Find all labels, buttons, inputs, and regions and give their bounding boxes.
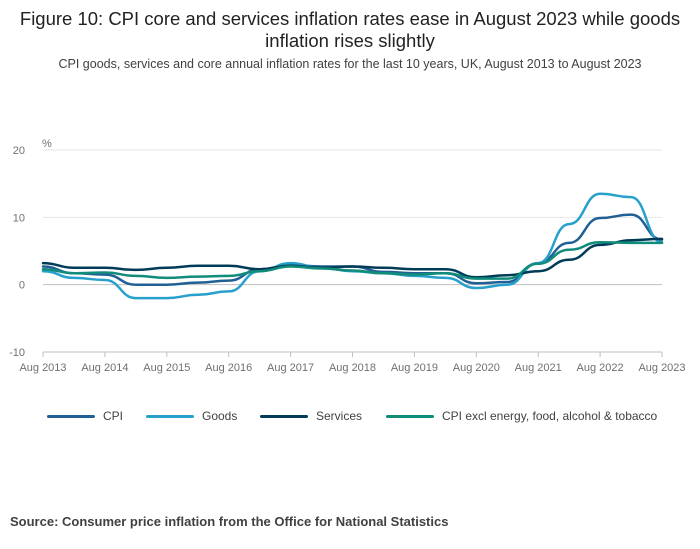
legend-swatch-goods (146, 415, 194, 418)
x-tick-label-7: Aug 2020 (453, 362, 500, 374)
series-line-core (41, 240, 664, 280)
y-axis: 20 10 0 -10 (9, 145, 25, 359)
series-line-goods (41, 192, 664, 300)
chart-subtitle: CPI goods, services and core annual infl… (58, 57, 642, 71)
y-tick-label-3: -10 (9, 347, 25, 359)
series-line-services (41, 237, 664, 279)
legend: CPI Goods Services CPI excl energy, food… (0, 408, 700, 426)
legend-label-goods: Goods (202, 409, 238, 423)
y-tick-label-1: 10 (13, 212, 25, 224)
x-tick-label-9: Aug 2022 (577, 362, 624, 374)
y-tick-label-0: 20 (13, 145, 25, 157)
chart-title: Figure 10: CPI core and services inflati… (19, 8, 681, 51)
x-tick-label-8: Aug 2021 (515, 362, 562, 374)
x-tick-label-3: Aug 2016 (205, 362, 252, 374)
legend-swatch-services (260, 415, 308, 418)
x-tick-label-10: Aug 2023 (638, 362, 685, 374)
source-note: Source: Consumer price inflation from th… (10, 514, 449, 529)
x-tick-label-6: Aug 2019 (391, 362, 438, 374)
x-axis: Aug 2013 Aug 2014 Aug 2015 Aug 2016 Aug 2017… (19, 351, 686, 374)
x-tick-label-0: Aug 2013 (19, 362, 66, 374)
x-tick-label-5: Aug 2018 (329, 362, 376, 374)
x-tick-label-4: Aug 2017 (267, 362, 314, 374)
legend-label-core: CPI excl energy, food, alcohol & tobacco (442, 409, 658, 423)
x-tick-label-1: Aug 2014 (81, 362, 128, 374)
gridlines (43, 149, 662, 353)
y-axis-unit-label: % (42, 138, 52, 150)
series-lines (41, 192, 664, 300)
legend-swatch-core (386, 415, 434, 418)
legend-label-cpi: CPI (103, 409, 124, 423)
legend-swatch-cpi (47, 415, 95, 418)
y-tick-label-2: 0 (19, 280, 25, 292)
legend-label-services: Services (316, 409, 363, 423)
x-tick-label-2: Aug 2015 (143, 362, 190, 374)
